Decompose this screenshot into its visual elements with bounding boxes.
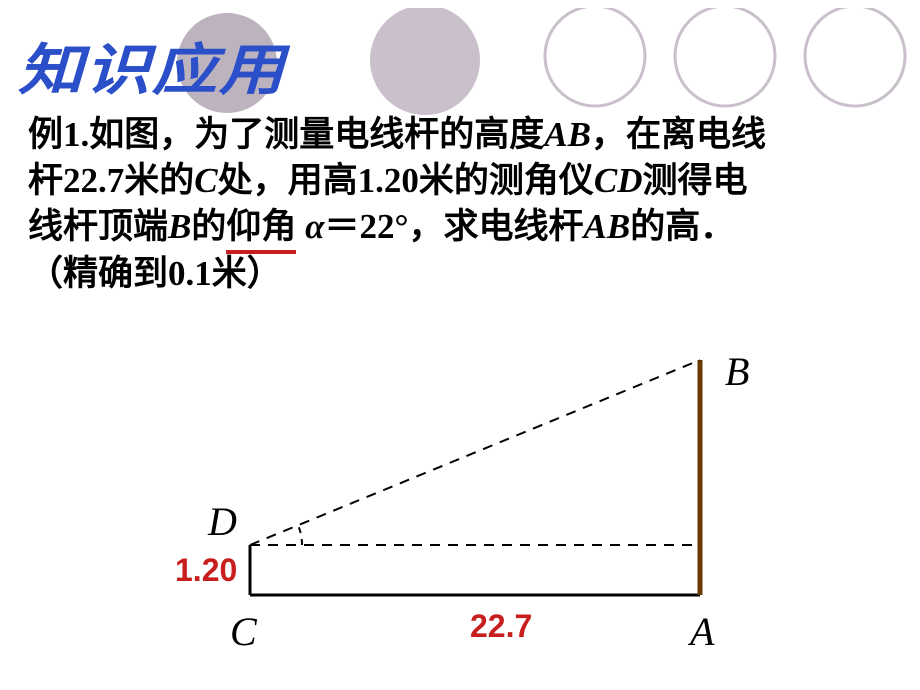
figure-label-D: D [208,498,237,545]
t-line2a: 杆22.7米的 [28,161,194,200]
problem-text: 例1.如图，为了测量电线杆的高度AB，在离电线 杆22.7米的C处，用高1.20… [28,112,892,297]
t-line3d: 的高． [630,207,735,246]
figure-svg [170,315,770,645]
slide-title: 知识应用 [18,25,286,105]
t-line1a: 例1.如图，为了测量电线杆的高度 [28,115,544,154]
angle-term-text: 仰角 [226,207,296,246]
figure-label-A: A [690,608,714,655]
figure-label-C: C [230,608,257,655]
t-line2c: 测得电 [643,161,748,200]
t-line3b: 的 [191,207,226,246]
figure-number-22.7: 22.7 [470,608,532,645]
slide-title-wrap: 知识应用 [28,22,276,109]
figure-label-B: B [725,348,749,395]
t-CD: CD [594,161,643,200]
t-AB2: AB [584,207,631,246]
figure-number-1.20: 1.20 [175,552,237,589]
angle-term: 仰角 [226,204,296,250]
t-C: C [194,161,217,200]
t-B: B [168,207,191,246]
t-line3a: 线杆顶端 [28,207,168,246]
t-line2b: 处，用高1.20米的测角仪 [218,161,594,200]
underline-red [226,250,296,254]
t-AB: AB [544,115,591,154]
t-alpha: α [296,207,324,246]
t-line4: （精确到0.1米） [28,254,282,293]
t-line3c: ＝22°，求电线杆 [325,207,584,246]
geometry-figure: BDCA1.2022.7 [170,315,770,645]
t-line1b: ，在离电线 [591,115,766,154]
